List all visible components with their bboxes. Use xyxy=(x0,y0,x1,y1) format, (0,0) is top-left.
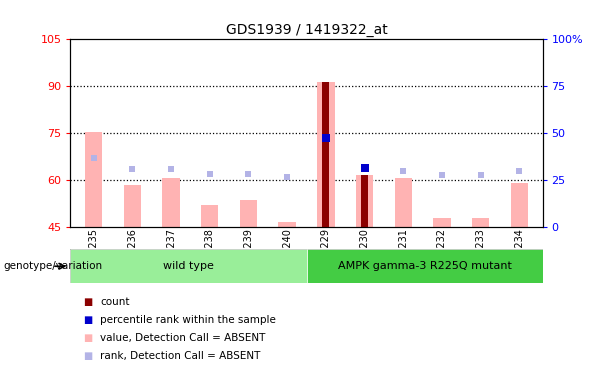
Text: ■: ■ xyxy=(83,297,92,307)
Bar xyxy=(395,178,412,227)
Text: wild type: wild type xyxy=(163,261,214,271)
Text: ■: ■ xyxy=(83,315,92,325)
Text: percentile rank within the sample: percentile rank within the sample xyxy=(100,315,276,325)
Bar xyxy=(306,249,543,283)
Text: genotype/variation: genotype/variation xyxy=(3,261,102,271)
Bar xyxy=(70,249,306,283)
Text: ■: ■ xyxy=(83,351,92,361)
Bar xyxy=(317,82,335,227)
Bar xyxy=(433,217,451,227)
Text: value, Detection Call = ABSENT: value, Detection Call = ABSENT xyxy=(100,333,265,343)
Bar xyxy=(162,178,180,227)
Bar xyxy=(240,200,257,227)
Bar xyxy=(322,82,329,227)
Bar xyxy=(124,185,141,227)
Bar xyxy=(201,205,218,227)
Text: count: count xyxy=(100,297,129,307)
Bar xyxy=(356,176,373,227)
Title: GDS1939 / 1419322_at: GDS1939 / 1419322_at xyxy=(226,23,387,37)
Text: AMPK gamma-3 R225Q mutant: AMPK gamma-3 R225Q mutant xyxy=(338,261,511,271)
Bar xyxy=(278,222,296,227)
Text: ■: ■ xyxy=(83,333,92,343)
Bar xyxy=(85,132,102,227)
Bar xyxy=(472,217,489,227)
Text: rank, Detection Call = ABSENT: rank, Detection Call = ABSENT xyxy=(100,351,261,361)
Bar xyxy=(511,183,528,227)
Bar xyxy=(361,176,368,227)
